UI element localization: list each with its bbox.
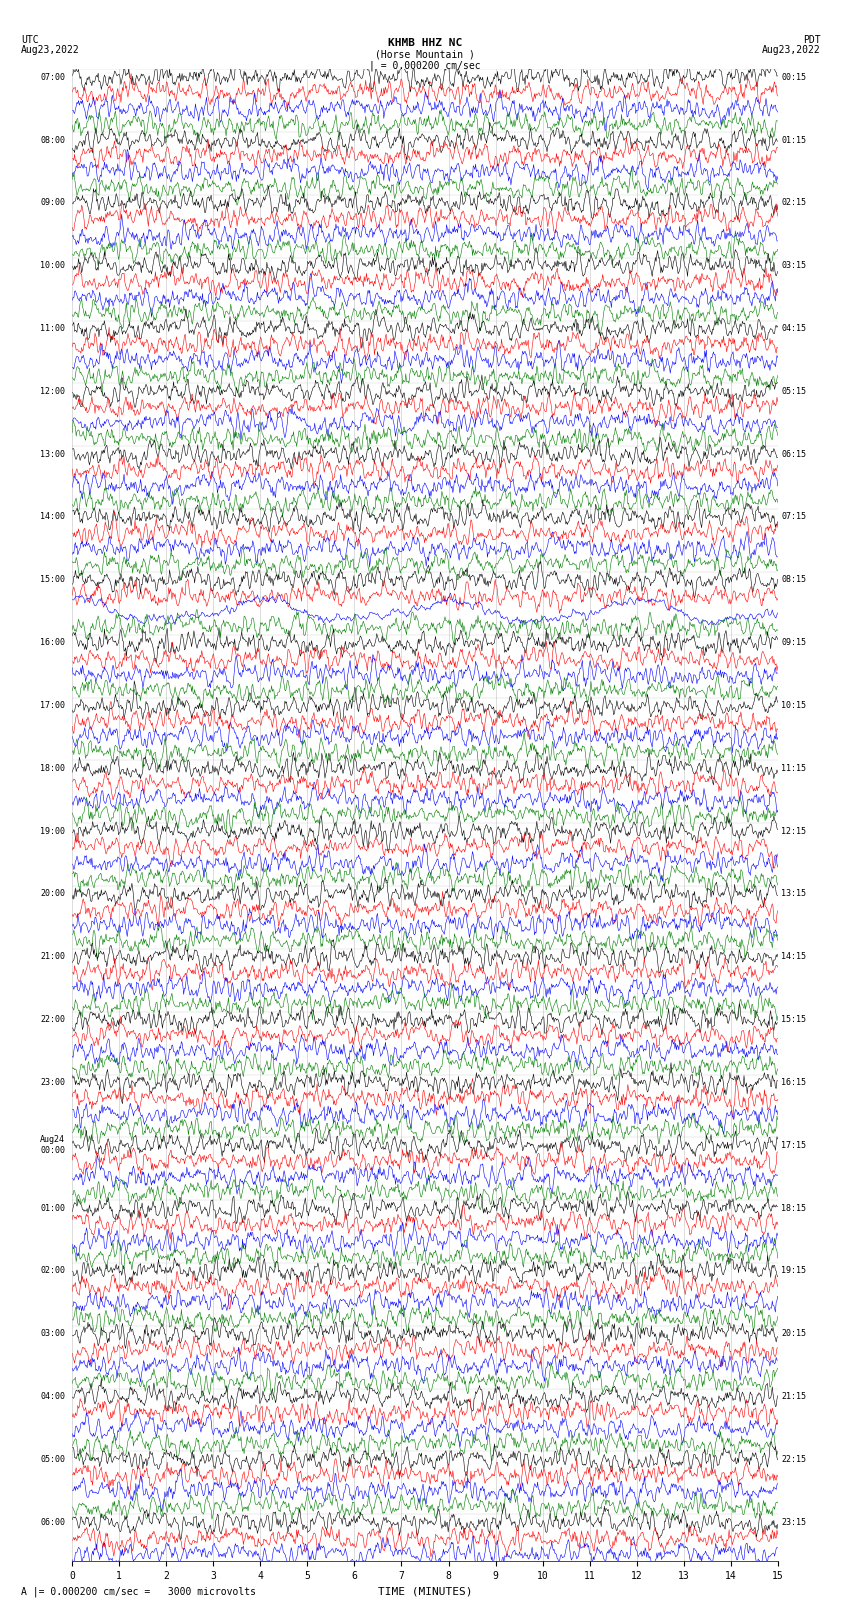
Text: 02:15: 02:15 <box>781 198 807 208</box>
Text: 14:00: 14:00 <box>40 513 65 521</box>
Text: 16:15: 16:15 <box>781 1077 807 1087</box>
Text: 16:00: 16:00 <box>40 639 65 647</box>
Text: 15:00: 15:00 <box>40 576 65 584</box>
Text: 13:15: 13:15 <box>781 889 807 898</box>
Text: 15:15: 15:15 <box>781 1015 807 1024</box>
Text: UTC: UTC <box>21 35 39 45</box>
Text: 22:00: 22:00 <box>40 1015 65 1024</box>
Text: 14:15: 14:15 <box>781 952 807 961</box>
Text: 04:15: 04:15 <box>781 324 807 332</box>
Text: 18:15: 18:15 <box>781 1203 807 1213</box>
Text: 12:00: 12:00 <box>40 387 65 395</box>
Text: 07:00: 07:00 <box>40 73 65 82</box>
Text: 03:00: 03:00 <box>40 1329 65 1339</box>
Text: 08:15: 08:15 <box>781 576 807 584</box>
Text: 06:00: 06:00 <box>40 1518 65 1526</box>
Text: 05:00: 05:00 <box>40 1455 65 1465</box>
Text: Aug23,2022: Aug23,2022 <box>762 45 820 55</box>
Text: 02:00: 02:00 <box>40 1266 65 1276</box>
Text: 17:00: 17:00 <box>40 702 65 710</box>
Text: 21:15: 21:15 <box>781 1392 807 1402</box>
Text: A |= 0.000200 cm/sec =   3000 microvolts: A |= 0.000200 cm/sec = 3000 microvolts <box>21 1586 256 1597</box>
Text: 19:15: 19:15 <box>781 1266 807 1276</box>
Text: 03:15: 03:15 <box>781 261 807 271</box>
Text: 13:00: 13:00 <box>40 450 65 458</box>
Text: 01:00: 01:00 <box>40 1203 65 1213</box>
Text: 07:15: 07:15 <box>781 513 807 521</box>
Text: 23:15: 23:15 <box>781 1518 807 1526</box>
Text: 05:15: 05:15 <box>781 387 807 395</box>
Text: 00:15: 00:15 <box>781 73 807 82</box>
Text: 19:00: 19:00 <box>40 826 65 836</box>
Text: (Horse Mountain ): (Horse Mountain ) <box>375 50 475 60</box>
Text: Aug24
00:00: Aug24 00:00 <box>40 1136 65 1155</box>
Text: 17:15: 17:15 <box>781 1140 807 1150</box>
Text: 18:00: 18:00 <box>40 763 65 773</box>
Text: 01:15: 01:15 <box>781 135 807 145</box>
Text: 04:00: 04:00 <box>40 1392 65 1402</box>
Text: KHMB HHZ NC: KHMB HHZ NC <box>388 37 462 48</box>
Text: 12:15: 12:15 <box>781 826 807 836</box>
Text: 20:00: 20:00 <box>40 889 65 898</box>
Text: 23:00: 23:00 <box>40 1077 65 1087</box>
Text: 10:00: 10:00 <box>40 261 65 271</box>
X-axis label: TIME (MINUTES): TIME (MINUTES) <box>377 1587 473 1597</box>
Text: 06:15: 06:15 <box>781 450 807 458</box>
Text: 20:15: 20:15 <box>781 1329 807 1339</box>
Text: PDT: PDT <box>802 35 820 45</box>
Text: Aug23,2022: Aug23,2022 <box>21 45 80 55</box>
Text: 11:00: 11:00 <box>40 324 65 332</box>
Text: 22:15: 22:15 <box>781 1455 807 1465</box>
Text: 11:15: 11:15 <box>781 763 807 773</box>
Text: | = 0.000200 cm/sec: | = 0.000200 cm/sec <box>369 60 481 71</box>
Text: 09:15: 09:15 <box>781 639 807 647</box>
Text: 21:00: 21:00 <box>40 952 65 961</box>
Text: 10:15: 10:15 <box>781 702 807 710</box>
Text: 08:00: 08:00 <box>40 135 65 145</box>
Text: 09:00: 09:00 <box>40 198 65 208</box>
